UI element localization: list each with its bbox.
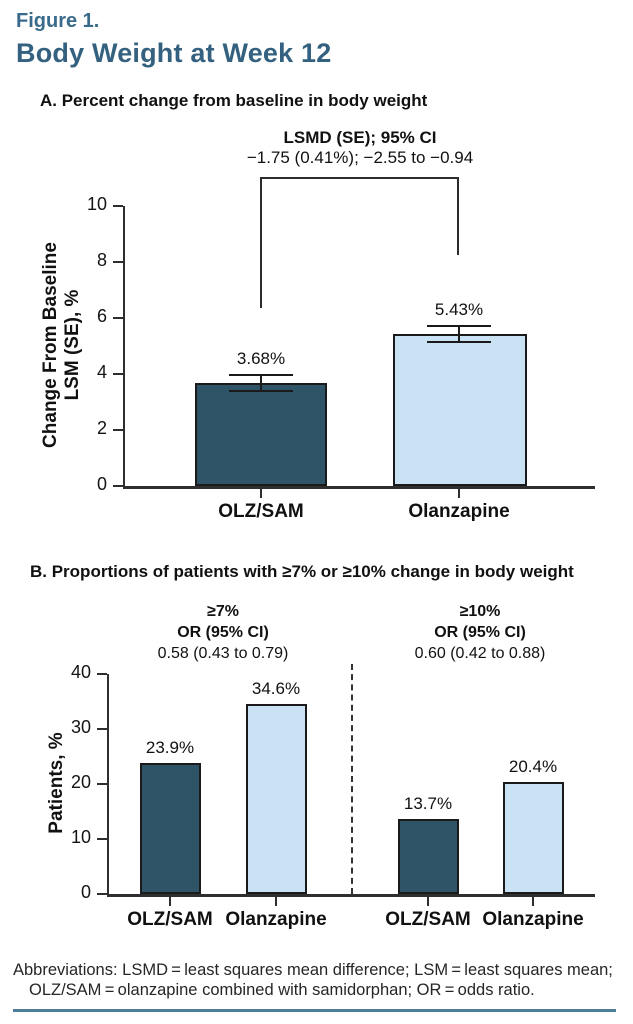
x-tick [260, 489, 262, 498]
x-category-olzsam-ge7: OLZ/SAM [127, 909, 213, 930]
error-bar-olanzapine [427, 325, 491, 343]
y-tick-label: 20 [70, 772, 91, 792]
x-category-olanzapine: Olanzapine [408, 501, 510, 522]
x-tick [169, 897, 171, 906]
value-label-olanzapine-ge7: 34.6% [251, 678, 301, 698]
y-tick [97, 783, 107, 785]
y-tick-label: 8 [96, 250, 107, 270]
panel-b-heading: B. Proportions of patients with ≥7% or ≥… [30, 562, 574, 581]
lsmd-annotation-value: −1.75 (0.41%); −2.55 to −0.94 [246, 148, 474, 167]
bar-olanzapine-pctchange [393, 333, 527, 486]
comparison-bracket-right [457, 177, 459, 255]
y-tick [113, 205, 123, 207]
y-tick [97, 893, 107, 895]
y-tick-label: 10 [70, 827, 91, 847]
y-tick [113, 261, 123, 263]
panel-a-y-axis-label: Change From Baseline LSM (SE), % [40, 242, 83, 448]
value-label-olzsam-ge7: 23.9% [145, 737, 195, 757]
value-label-olzsam: 3.68% [236, 349, 286, 368]
abbreviations-note: Abbreviations: LSMD = least squares mean… [13, 961, 613, 999]
y-tick [113, 317, 123, 319]
x-tick [275, 897, 277, 906]
panel-a-y-axis-line [123, 206, 125, 486]
y-tick-label: 40 [70, 662, 91, 682]
panel-a-plot: 10 8 6 4 2 0 3.68% 5.43% OLZ/SAM Olanzap… [87, 194, 595, 522]
value-label-olanzapine: 5.43% [434, 300, 484, 319]
panel-b-y-axis-line [107, 674, 109, 894]
bar-olzsam-ge10 [398, 818, 459, 894]
x-category-olzsam-ge10: OLZ/SAM [385, 909, 471, 930]
y-tick-label: 0 [96, 474, 107, 494]
error-bar-olzsam [229, 374, 293, 392]
figure-title: Body Weight at Week 12 [16, 38, 332, 68]
x-category-olanzapine-ge7: Olanzapine [225, 909, 327, 930]
x-tick [532, 897, 534, 906]
group-header-ge10: ≥10% OR (95% CI) 0.60 (0.42 to 0.88) [414, 603, 546, 662]
lsmd-annotation-title: LSMD (SE); 95% CI [283, 128, 437, 147]
y-tick-label: 6 [96, 306, 107, 326]
bar-olzsam-ge7 [140, 762, 201, 894]
x-tick [458, 489, 460, 498]
comparison-bracket-top [260, 177, 459, 179]
x-category-olzsam: OLZ/SAM [218, 501, 304, 522]
x-category-olanzapine-ge10: Olanzapine [482, 909, 584, 930]
y-tick [97, 728, 107, 730]
panel-b-plot: 40 30 20 10 0 23.9% 34.6% 13.7% 20.4% OL… [71, 662, 595, 930]
y-tick-label: 4 [96, 362, 107, 382]
y-tick [113, 373, 123, 375]
bottom-divider-rule [13, 1009, 616, 1012]
panel-a-x-axis-line [123, 486, 595, 489]
y-tick-label: 0 [80, 882, 91, 902]
figure-number: Figure 1. [16, 10, 100, 32]
value-label-olzsam-ge10: 13.7% [403, 793, 453, 813]
panel-b-x-axis-line [107, 894, 595, 897]
comparison-bracket-left [260, 177, 262, 308]
y-tick-label: 2 [96, 418, 107, 438]
y-tick [113, 429, 123, 431]
group-divider-dashed-line [351, 664, 353, 894]
bar-olanzapine-ge7 [246, 703, 307, 894]
bar-olanzapine-ge10 [503, 781, 564, 894]
group-header-ge7: ≥7% OR (95% CI) 0.58 (0.43 to 0.79) [157, 603, 289, 662]
y-tick-label: 30 [70, 717, 91, 737]
panel-a-heading: A. Percent change from baseline in body … [40, 91, 428, 110]
y-tick-label: 10 [86, 194, 107, 214]
value-label-olanzapine-ge10: 20.4% [508, 756, 558, 776]
x-tick [427, 897, 429, 906]
y-tick [97, 673, 107, 675]
y-tick [113, 485, 123, 487]
y-tick [97, 838, 107, 840]
bar-olzsam-pctchange [195, 382, 327, 486]
